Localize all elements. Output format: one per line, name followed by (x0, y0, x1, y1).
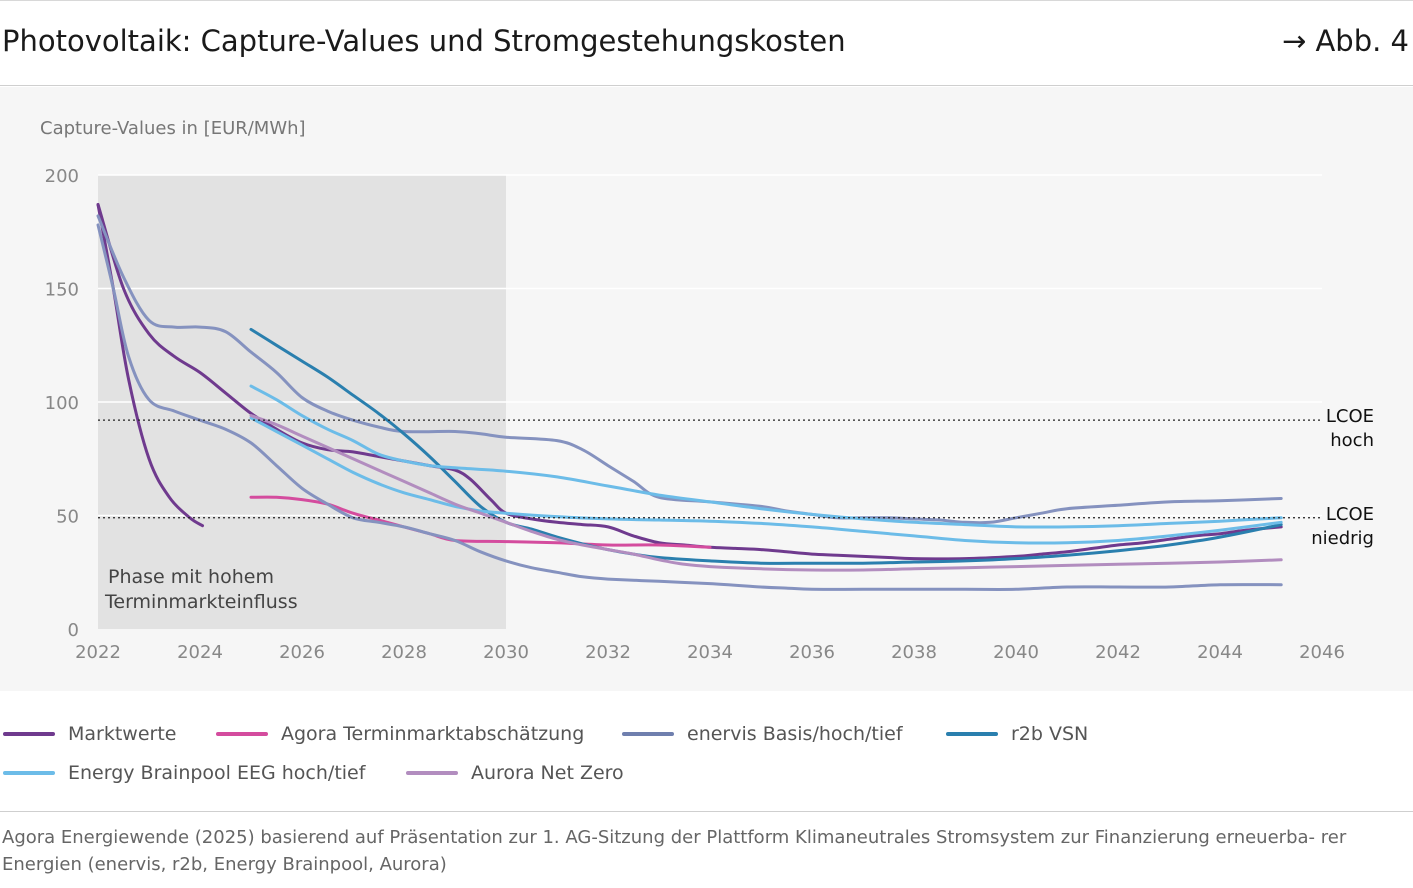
source-note: Agora Energiewende (2025) basierend auf … (2, 827, 1347, 875)
y-tick-label: 0 (68, 620, 79, 641)
x-tick-label: 2044 (1197, 642, 1243, 663)
legend-item: r2b VSN (946, 719, 1088, 749)
series-line-enervis-basis-hoch-tief (96, 214, 1283, 525)
legend-item: Aurora Net Zero (406, 758, 624, 788)
x-tick-label: 2028 (381, 642, 427, 663)
series-line-aurora-net-zero (249, 414, 1283, 572)
lcoe-label: LCOE (1326, 504, 1374, 525)
legend-item: Agora Terminmarktabschätzung (216, 719, 584, 749)
legend-label: Marktwerte (68, 723, 177, 745)
x-tick-label: 2038 (891, 642, 937, 663)
series-line-marktwerte (96, 203, 1283, 561)
figure-reference: → Abb. 4 (1281, 24, 1409, 58)
legend-swatch (946, 732, 998, 736)
x-tick-label: 2040 (993, 642, 1039, 663)
legend-label: Aurora Net Zero (471, 762, 624, 784)
legend-item: Marktwerte (3, 719, 176, 749)
series-line-energy-brainpool-eeg-hoch-tief (249, 384, 1283, 529)
y-tick-label: 100 (45, 393, 79, 414)
chart-panel: Capture-Values in [EUR/MWh] 0 50 100 150 200… (0, 87, 1413, 691)
x-tick-label: 2030 (483, 642, 529, 663)
legend: Marktwerte Agora Terminmarktabschätzung en… (0, 715, 1413, 805)
phase-label-line: Terminmarkteinfluss (104, 591, 298, 613)
top-rule (0, 0, 1413, 1)
x-tick-label: 2022 (75, 642, 121, 663)
lcoe-label: hoch (1330, 430, 1374, 451)
legend-item: enervis Basis/hoch/tief (622, 719, 903, 749)
legend-swatch (3, 732, 55, 736)
chart-svg: Capture-Values in [EUR/MWh] 0 50 100 150 200… (40, 118, 1374, 663)
x-tick-label: 2046 (1299, 642, 1345, 663)
footer-divider (0, 811, 1413, 812)
legend-swatch (622, 732, 674, 736)
lcoe-label: niedrig (1311, 528, 1374, 549)
legend-label: r2b VSN (1011, 723, 1089, 745)
x-tick-label: 2042 (1095, 642, 1141, 663)
legend-label: Agora Terminmarktabschätzung (281, 723, 585, 745)
y-axis-label: Capture-Values in [EUR/MWh] (40, 118, 306, 139)
x-tick-label: 2034 (687, 642, 733, 663)
series-line-energy-brainpool-eeg-hoch-tief (249, 416, 1283, 545)
legend-swatch (3, 771, 55, 775)
page-title: Photovoltaik: Capture-Values und Stromge… (2, 24, 846, 58)
x-tick-label: 2032 (585, 642, 631, 663)
x-tick-label: 2024 (177, 642, 223, 663)
x-tick-label: 2026 (279, 642, 325, 663)
legend-swatch (406, 771, 458, 775)
phase-label-line: Phase mit hohem (108, 566, 274, 588)
legend-label: enervis Basis/hoch/tief (687, 723, 903, 745)
legend-swatch (216, 732, 268, 736)
y-tick-label: 50 (56, 507, 79, 528)
y-tick-label: 200 (45, 166, 79, 187)
legend-label: Energy Brainpool EEG hoch/tief (68, 762, 366, 784)
lcoe-label: LCOE (1326, 406, 1374, 427)
series-line-enervis-basis-hoch-tief (96, 223, 1283, 591)
header-divider (0, 85, 1413, 86)
x-tick-label: 2036 (789, 642, 835, 663)
legend-item: Energy Brainpool EEG hoch/tief (3, 758, 365, 788)
y-tick-label: 150 (45, 280, 79, 301)
